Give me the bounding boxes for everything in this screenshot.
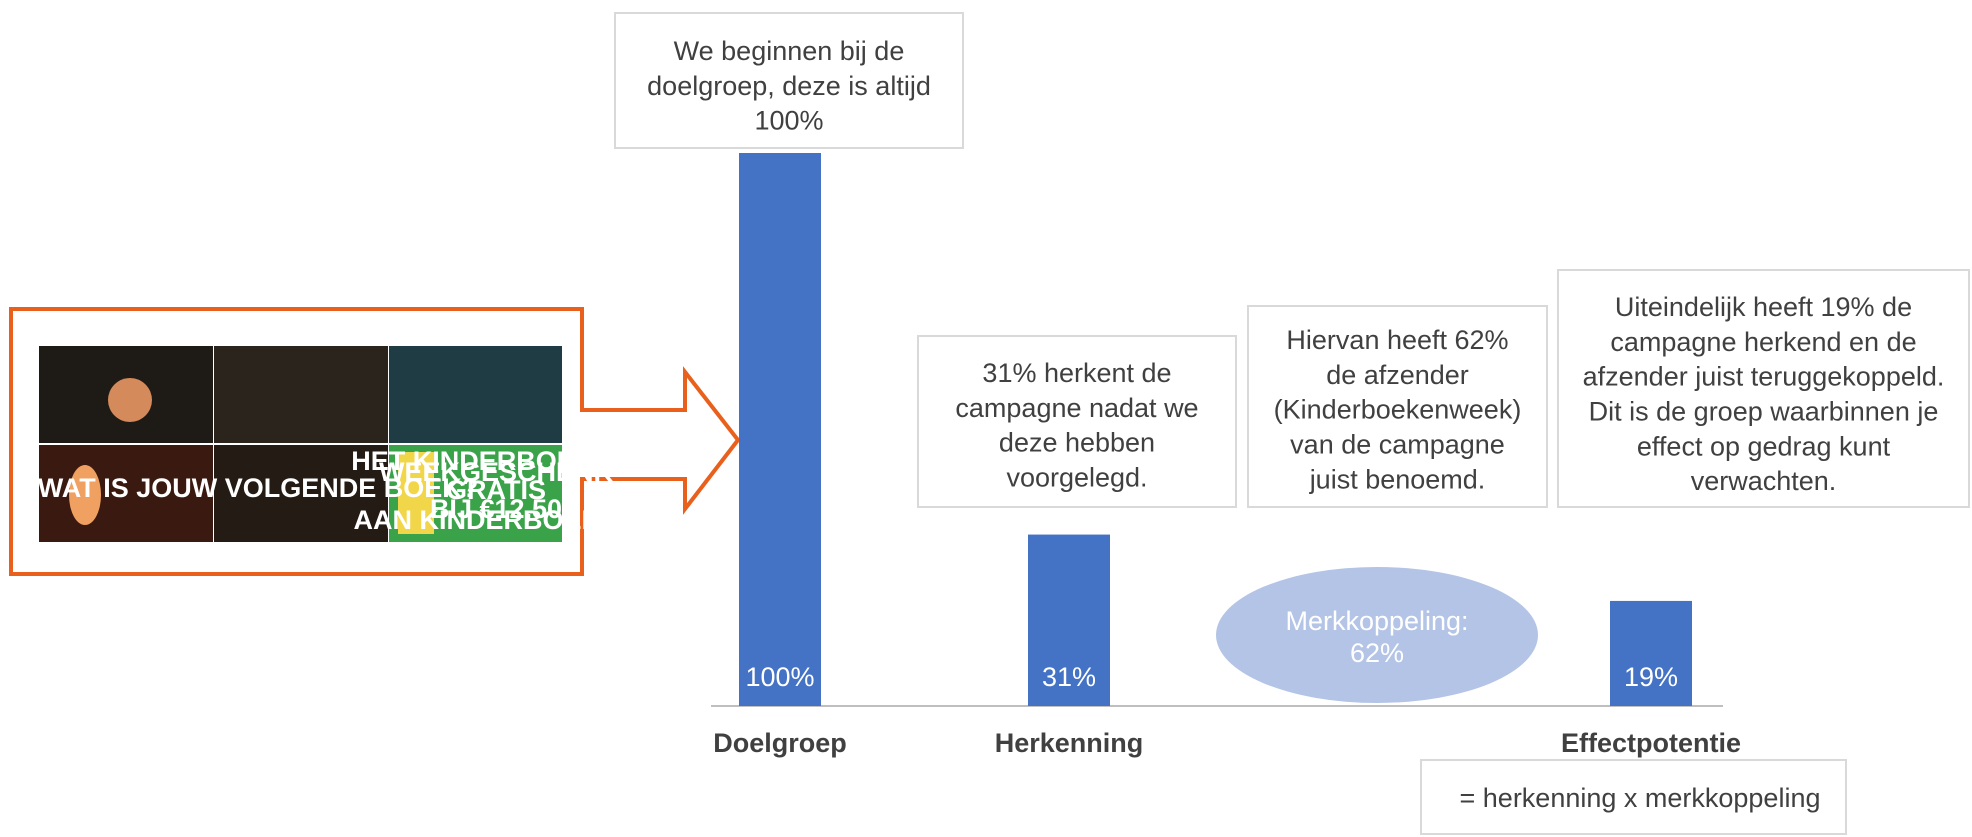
value-label: 19% <box>1624 662 1678 692</box>
bubble-text: 62% <box>1350 638 1404 668</box>
annotation-text: juist benoemd. <box>1309 464 1486 494</box>
figure <box>108 378 152 422</box>
x-tick-label: Effectpotentie <box>1561 728 1741 758</box>
thumb <box>214 346 388 443</box>
thumbnails: WAT IS JOUW VOLGENDE BOEK? HET KINDERBOE… <box>38 346 641 542</box>
annotation-text: doelgroep, deze is altijd <box>647 71 931 101</box>
annotation-text: deze hebben <box>999 428 1155 458</box>
annotation-text: Uiteindelijk heeft 19% de <box>1615 292 1912 322</box>
annotation-text: voorgelegd. <box>1006 463 1147 493</box>
annotation-text: Dit is de groep waarbinnen je <box>1589 397 1939 427</box>
chart: WAT IS JOUW VOLGENDE BOEK? HET KINDERBOE… <box>0 0 1972 837</box>
annotation-text: We beginnen bij de <box>674 36 905 66</box>
annotation-text: 31% herkent de <box>982 358 1171 388</box>
x-tick-label: Herkenning <box>995 728 1144 758</box>
thumb-text: AAN KINDERBOEKEN <box>353 505 638 535</box>
bubble-text: Merkkoppeling: <box>1285 606 1468 636</box>
annotation-text: verwachten. <box>1691 466 1837 496</box>
annotation-text: 100% <box>754 106 823 136</box>
value-label: 31% <box>1042 662 1096 692</box>
page: WAT IS JOUW VOLGENDE BOEK? HET KINDERBOE… <box>0 0 1972 837</box>
value-label: 100% <box>745 662 814 692</box>
annotation-text: afzender juist teruggekoppeld. <box>1583 362 1945 392</box>
annotation-text: campagne nadat we <box>955 393 1198 423</box>
annotation-text: de afzender <box>1326 360 1469 390</box>
annotation-text: Hiervan heeft 62% <box>1286 325 1508 355</box>
x-tick-label: Doelgroep <box>713 728 847 758</box>
footnote: = herkenning x merkkoppeling <box>1460 783 1821 813</box>
thumb <box>389 346 562 443</box>
bar <box>739 153 821 706</box>
annotation-text: (Kinderboekenweek) <box>1274 395 1522 425</box>
annotation-text: van de campagne <box>1290 430 1505 460</box>
annotation-text: campagne herkend en de <box>1610 327 1916 357</box>
annotation-text: effect op gedrag kunt <box>1637 431 1891 461</box>
